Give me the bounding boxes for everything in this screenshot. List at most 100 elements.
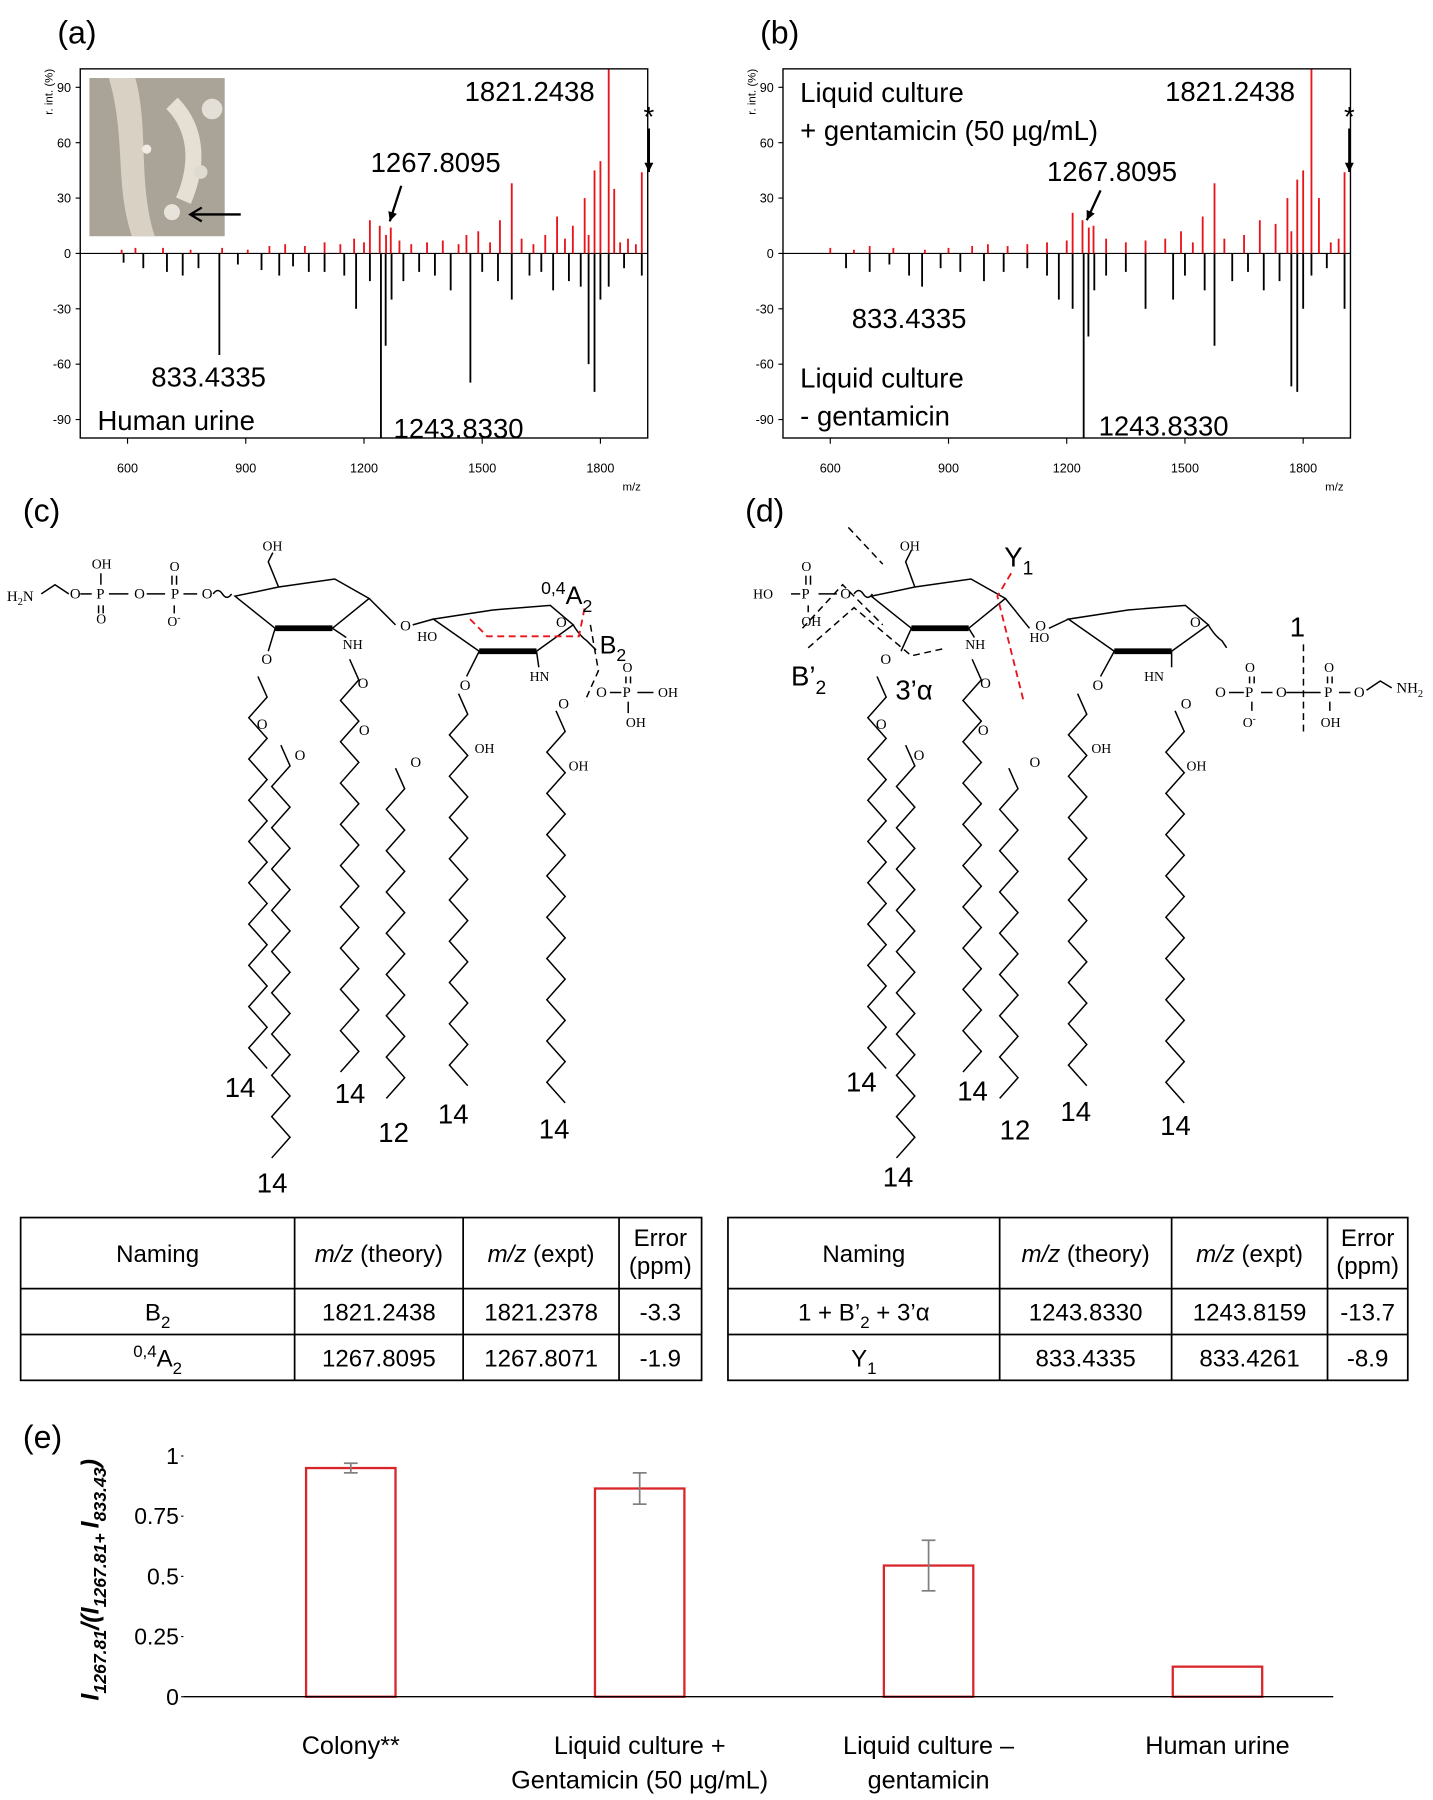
atom-label: P: [1324, 685, 1332, 701]
y-tick-label: -90: [756, 413, 774, 427]
error-bar: [343, 1462, 358, 1474]
atom-label: P: [96, 586, 104, 602]
structure-label: 1: [1290, 611, 1305, 642]
structure-label-part: 0,4: [541, 578, 566, 598]
atom-label: OH: [626, 715, 646, 730]
acyl-chain: [339, 658, 360, 1073]
structure-label-part: 2: [616, 645, 626, 665]
table-header-cell-part: (expt): [526, 1241, 594, 1268]
x-tick-label: gentamicin: [868, 1766, 990, 1794]
y-tick-label: -30: [53, 302, 71, 316]
table-header-cell: Error (ppm): [629, 1225, 692, 1280]
panel-label: (a): [57, 15, 96, 51]
y-tick-label: 1: [166, 1443, 179, 1469]
structure-label: 14: [335, 1078, 366, 1109]
atom-label: OH: [1321, 715, 1341, 730]
structure-label-part: 2: [815, 678, 826, 699]
atom-label: O: [358, 676, 369, 692]
structure-label: 14: [539, 1113, 570, 1144]
table-header-cell-part: m/z: [488, 1241, 527, 1268]
atom-label: O-: [1243, 713, 1256, 730]
atom-label: O: [202, 586, 213, 602]
x-tick-label: 1200: [1053, 461, 1081, 475]
table-header-cell-part: Naming: [822, 1241, 905, 1268]
atom-label: O: [1181, 697, 1192, 713]
table-cell: 1 + B’2 + 3’α: [798, 1300, 930, 1332]
atom-label: P: [801, 586, 809, 602]
structure-d-skeleton: [791, 526, 1393, 737]
atom-label: O: [170, 559, 180, 574]
atom-label: H2N: [7, 589, 34, 608]
table-cell: B2: [145, 1300, 170, 1332]
peak-annotation: 1243.8330: [1099, 411, 1229, 442]
acyl-chain: [895, 744, 916, 1159]
atom-label-part: O: [167, 614, 177, 629]
arrow-head: [388, 211, 397, 222]
atom-label: O: [1035, 619, 1046, 635]
error-bar: [921, 1539, 936, 1592]
table-cell-part: -8.9: [1347, 1346, 1388, 1373]
atom-label: O: [840, 586, 851, 602]
structure-label: 14: [438, 1099, 469, 1130]
table-header-cell: Naming: [822, 1241, 905, 1268]
table-header-cell: m/z (expt): [1196, 1241, 1303, 1268]
structure-label: 14: [846, 1066, 877, 1097]
peak-annotation: 1821.2438: [1165, 76, 1295, 107]
atom-label-part: -: [1253, 713, 1256, 724]
structure-label: B2: [600, 632, 627, 666]
structure-label-part: Y: [1004, 541, 1022, 572]
table-header-cell-part: (theory): [1060, 1241, 1150, 1268]
acyl-chain: [1164, 710, 1186, 1104]
plot-frame: [79, 68, 649, 439]
structure-label: 12: [378, 1117, 409, 1148]
x-axis-label: m/z: [1325, 482, 1344, 494]
atom-label: OH: [801, 614, 821, 629]
table-header-cell-part: m/z: [1196, 1241, 1235, 1268]
atom-label: OH: [92, 557, 112, 572]
table-cell: -8.9: [1347, 1346, 1388, 1373]
y-axis-label: r. int. (%): [746, 69, 758, 115]
atom-label: HN: [1144, 669, 1164, 684]
panel-label: (e): [23, 1419, 62, 1455]
table-header-cell-part: (theory): [353, 1241, 443, 1268]
table-cell-part: 2: [173, 1359, 182, 1378]
y-axis-label-part: 1267.81+: [90, 1528, 110, 1607]
peak-annotation: 833.4335: [852, 303, 967, 334]
panel-label: (d): [745, 493, 784, 529]
table-cell-part: Y: [851, 1346, 867, 1373]
acyl-chains: [866, 658, 1186, 1159]
table-header-cell: m/z (theory): [315, 1241, 443, 1268]
atom-label: O: [134, 586, 145, 602]
atom-label-part: N: [23, 589, 34, 605]
atom-label: OH: [1091, 741, 1111, 756]
atom-label: O: [70, 586, 81, 602]
y-tick-label: 0: [64, 247, 71, 261]
atom-label: O: [96, 612, 106, 627]
acyl-chain: [270, 744, 292, 1159]
peak-annotation: *: [1344, 101, 1355, 132]
structure-label: Y1: [1004, 541, 1033, 579]
table-header-cell-part: (expt): [1235, 1241, 1303, 1268]
table-cell-part: 1 + B’: [798, 1300, 860, 1327]
atom-label: O: [359, 723, 370, 739]
table-cell-part: 2: [860, 1313, 869, 1332]
atom-label: HO: [753, 586, 773, 601]
y-axis-label: I1267.81/(I1267.81+ I833.43): [77, 1459, 111, 1701]
atom-label: O-: [167, 613, 180, 630]
atom-label-part: H: [7, 589, 18, 605]
y-axis-label: r. int. (%): [44, 69, 56, 115]
atom-label: O: [980, 676, 991, 692]
x-tick-label: 600: [117, 461, 138, 475]
x-tick-label: 900: [235, 461, 256, 475]
peak-annotation: 1267.8095: [371, 147, 501, 178]
table-header-cell: m/z (theory): [1021, 1241, 1149, 1268]
panel-label: (c): [23, 493, 60, 529]
x-tick-label: 1800: [586, 461, 614, 475]
atom-label: P: [1245, 685, 1253, 701]
table-header-cell-part: Naming: [116, 1241, 199, 1268]
atom-label: OH: [900, 538, 920, 553]
y-axis-label-part: 833.43: [90, 1467, 110, 1521]
acyl-chain: [247, 676, 269, 1070]
atom-label: NH: [343, 637, 363, 652]
